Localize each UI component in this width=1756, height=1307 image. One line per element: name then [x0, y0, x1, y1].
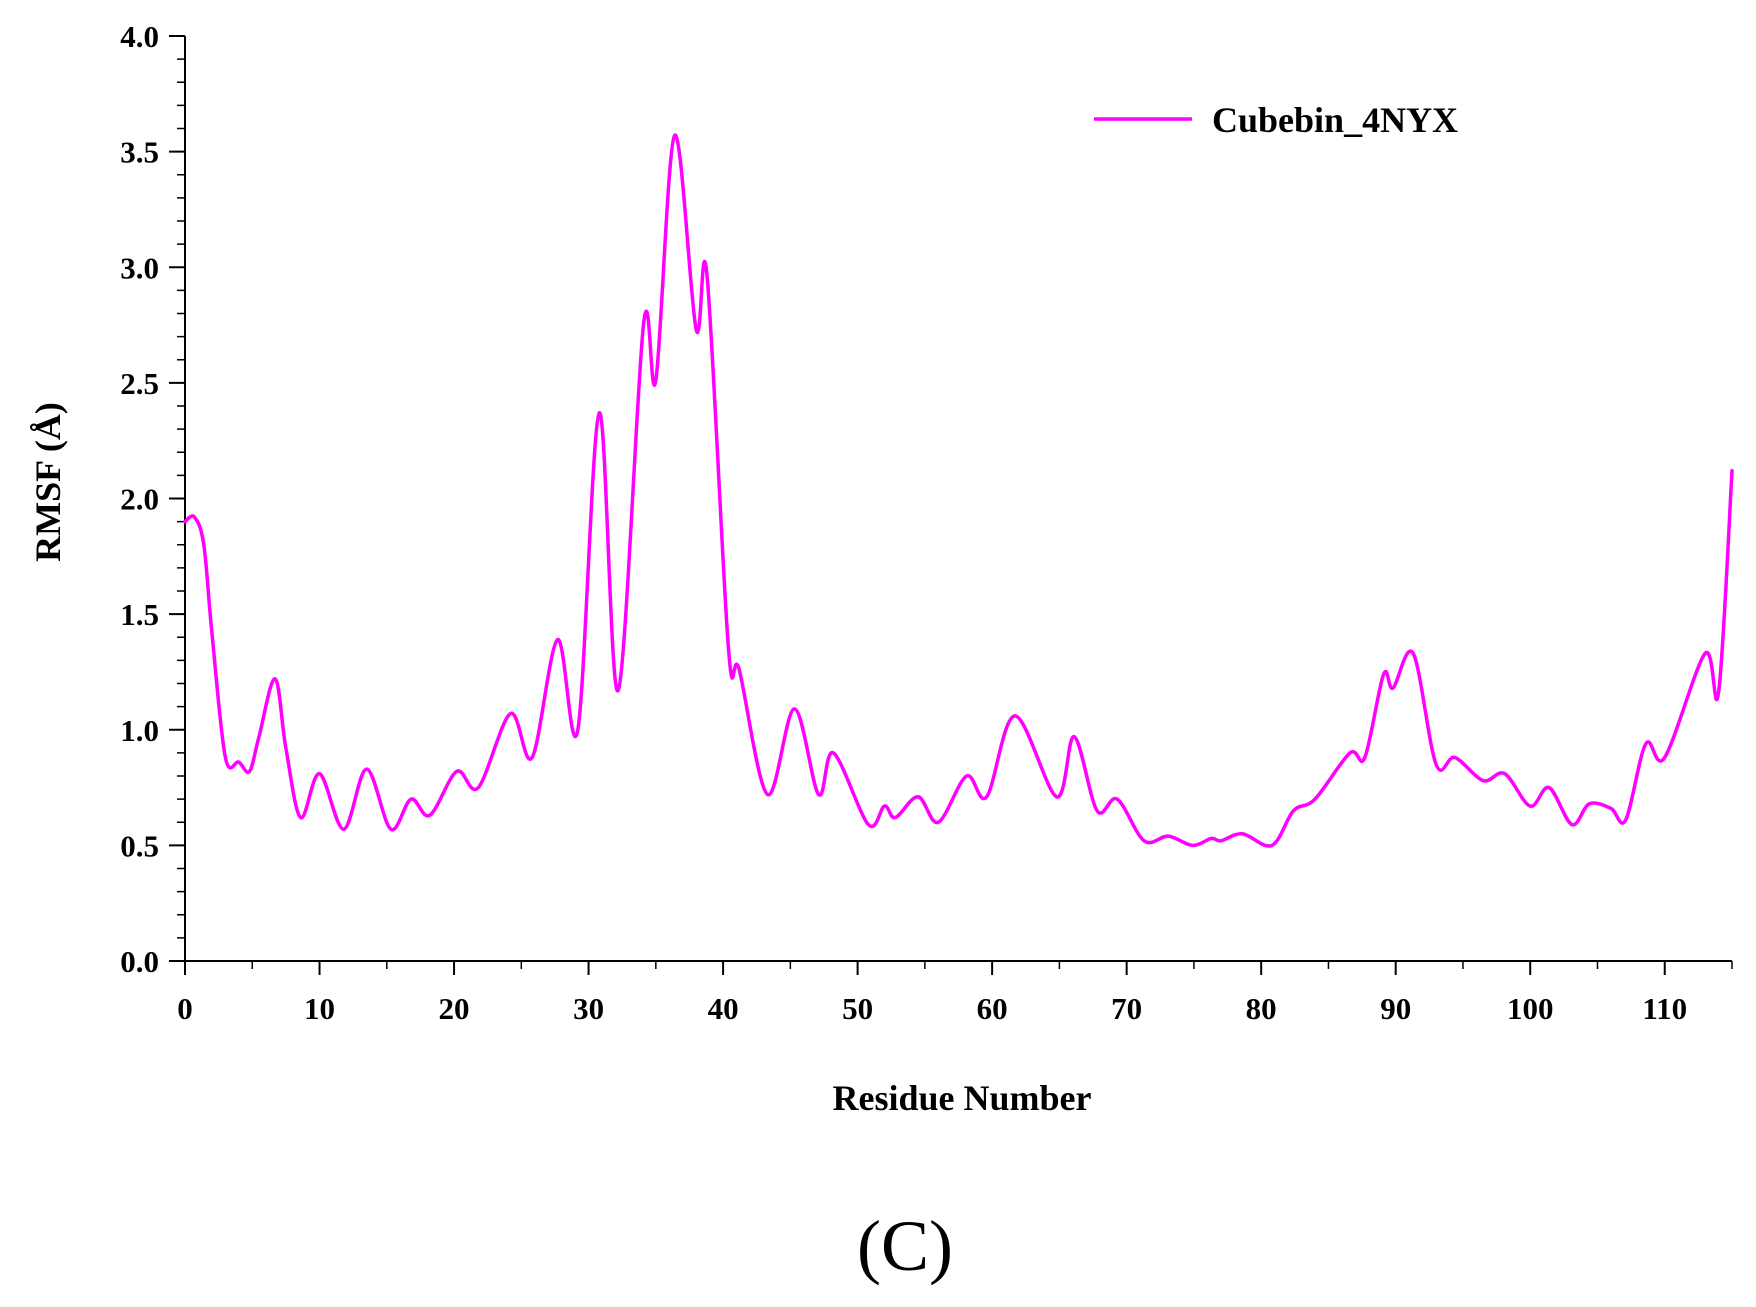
- y-tick-label: 2.0: [120, 482, 159, 517]
- x-tick-label: 60: [977, 991, 1008, 1026]
- y-tick-label: 3.5: [120, 135, 159, 170]
- panel-label: (C): [857, 1206, 953, 1286]
- x-tick-label: 20: [439, 991, 470, 1026]
- y-tick-label: 0.5: [120, 828, 159, 863]
- x-tick-label: 30: [573, 991, 604, 1026]
- y-tick-label: 3.0: [120, 250, 159, 285]
- x-tick-label: 100: [1507, 991, 1554, 1026]
- y-axis-title: RMSF (Å): [28, 402, 68, 562]
- legend: Cubebin_4NYX: [1094, 100, 1458, 140]
- legend-label: Cubebin_4NYX: [1212, 100, 1458, 140]
- y-tick-label: 2.5: [120, 366, 159, 401]
- y-axis-ticks: 0.0 0.5 1.0 1.5 2.0 2.5 3.0 3.5 4.0: [120, 19, 185, 979]
- x-tick-label: 110: [1642, 991, 1687, 1026]
- x-tick-label: 70: [1111, 991, 1142, 1026]
- x-tick-label: 90: [1380, 991, 1411, 1026]
- x-tick-label: 10: [304, 991, 335, 1026]
- x-tick-label: 0: [177, 991, 193, 1026]
- series-line-cubebin-4nyx: [183, 133, 1734, 848]
- x-tick-label: 80: [1246, 991, 1277, 1026]
- x-tick-label: 40: [708, 991, 739, 1026]
- x-tick-label: 50: [842, 991, 873, 1026]
- y-tick-label: 1.0: [120, 713, 159, 748]
- y-tick-label: 1.5: [120, 597, 159, 632]
- x-axis-ticks: 0 10 20 30 40 50 60 70 80 90 100 110: [177, 961, 1733, 1026]
- x-axis-title: Residue Number: [833, 1078, 1092, 1118]
- y-tick-label: 0.0: [120, 944, 159, 979]
- y-tick-label: 4.0: [120, 19, 159, 54]
